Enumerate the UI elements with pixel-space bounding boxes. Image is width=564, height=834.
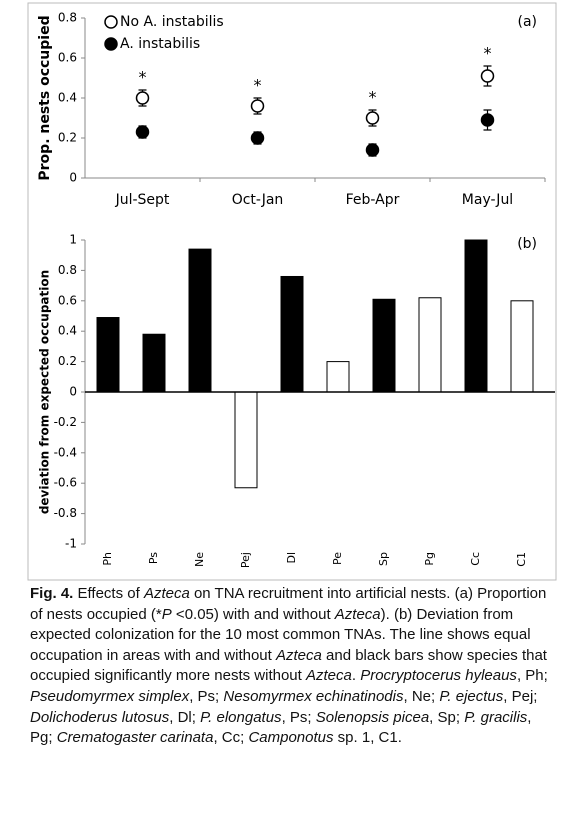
caption-run: Solenopsis picea [315,708,430,726]
point [135,125,150,139]
annotation: * [139,68,147,87]
y-tick-label: 0.2 [58,131,77,145]
caption-run: Effects of [73,585,144,602]
legend-marker [104,37,118,51]
y-tick-label: 0.8 [58,263,77,277]
caption-run: Fig. 4. [30,585,74,602]
caption-run: , Pg; [30,708,532,747]
caption-run: Pseudomyrmex simplex [30,687,190,705]
y-tick-label: 0.6 [58,51,77,65]
x-tick-label: Dl [285,552,298,564]
y-tick-label: 0 [69,385,77,399]
caption-run: Azteca [143,585,190,602]
panel-label: (b) [517,236,537,252]
caption-run: , Cc; [213,729,249,747]
caption-run: ). (b) Deviation from expected colonizat… [30,605,531,664]
caption-run: Procryptocerus hyleaus [360,667,517,685]
caption-run: <0.05) with and without [171,605,335,623]
panel-label: (a) [517,14,537,30]
bar [280,275,304,393]
caption-run: , Ne; [403,687,440,705]
y-tick-label: -1 [65,537,77,551]
caption-run: , Sp; [429,708,465,726]
annotation: * [254,76,262,95]
bar [510,300,534,393]
x-tick-label: Sp [377,552,390,566]
y-tick-label: 0.4 [58,91,77,105]
caption-run: . [351,667,361,685]
x-tick-label: Feb-Apr [346,192,400,208]
caption-run: Camponotus [248,729,334,747]
caption-run: Azteca [334,605,381,623]
point [250,99,265,113]
point [250,131,265,145]
y-tick-label: -0.2 [54,415,77,429]
caption-run: and black bars show species that occupie… [30,646,547,685]
x-tick-label: Ps [147,552,160,564]
y-tick-label: -0.4 [54,445,77,459]
y-tick-label: 0 [69,171,77,185]
x-tick-label: Ph [101,552,114,566]
x-tick-label: Pe [331,552,344,565]
caption-run: Crematogaster carinata [56,729,214,747]
y-tick-label: 0.8 [58,11,77,25]
y-tick-label: -0.6 [54,476,77,490]
caption-run: sp. 1, C1. [333,729,402,747]
point [365,111,380,125]
caption-run: Azteca [305,667,352,685]
point [365,143,380,157]
caption: Fig. 4. Effects of Azteca on TNA recruit… [30,584,555,749]
point [480,113,495,127]
y-axis-label: deviation from expected occupation [38,270,52,514]
bar [326,361,350,393]
x-tick-label: Cc [469,552,482,566]
y-tick-label: 1 [69,233,77,247]
y-tick-label: 0.6 [58,293,77,307]
bar [464,239,488,393]
caption-run: P. elongatus [200,708,282,726]
caption-run: , Ph; [516,667,548,685]
x-tick-label: Pg [423,552,436,566]
y-tick-label: 0.4 [58,324,77,338]
caption-run: P. ejectus [439,687,504,705]
x-tick-label: May-Jul [462,192,513,208]
bar [188,248,212,393]
y-axis-label: Prop. nests occupied [37,15,53,180]
y-tick-label: -0.8 [54,506,77,520]
caption-run: , Dl; [169,708,201,726]
caption-run: P. gracilis [464,708,528,726]
bar [142,333,166,393]
annotation: * [369,88,377,107]
point [480,69,495,83]
caption-run: on TNA recruitment into artificial nests… [30,585,547,623]
y-tick-label: 0.2 [58,354,77,368]
caption-run: , Pej; [503,687,538,705]
x-tick-label: Oct-Jan [232,192,284,208]
x-tick-label: Pej [239,552,252,568]
caption-run: Azteca [275,646,322,664]
legend-label: No A. instabilis [120,14,224,30]
caption-run: , Ps; [281,708,316,726]
bar [418,297,442,393]
annotation: * [484,44,492,63]
x-tick-label: Jul-Sept [115,192,170,208]
bar [372,298,396,393]
bar [96,317,120,393]
caption-run: Nesomyrmex echinatinodis [223,687,404,705]
x-tick-label: C1 [515,552,528,567]
x-tick-label: Ne [193,552,206,567]
caption-run: P [161,605,172,623]
caption-run: Dolichoderus lutosus [30,708,170,726]
frame [27,2,557,581]
point [135,91,150,105]
caption-run: , Ps; [189,687,224,705]
legend-label: A. instabilis [120,36,200,52]
legend-marker [104,15,118,29]
charts: 0 0.2 0.4 0.6 0.8 (a) Prop. nests occupied Jul-… [27,2,557,581]
bar [234,391,258,489]
